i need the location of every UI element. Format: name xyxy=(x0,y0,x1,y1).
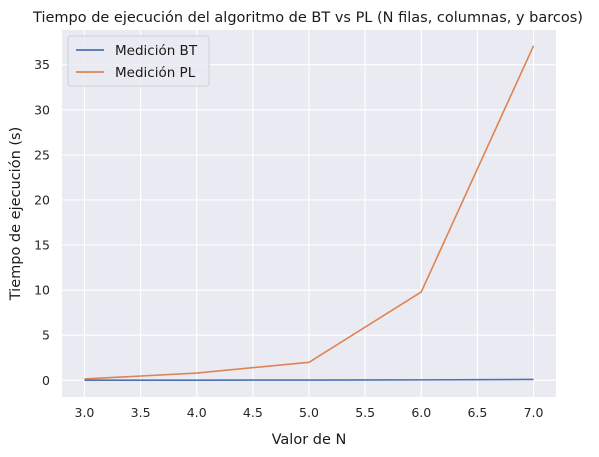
y-tick-label: 20 xyxy=(34,192,50,207)
x-tick-label: 4.5 xyxy=(243,405,263,420)
x-tick-label: 3.5 xyxy=(131,405,151,420)
y-tick-label: 30 xyxy=(34,102,50,117)
y-axis-label: Tiempo de ejecución (s) xyxy=(8,127,24,301)
y-tick-label: 15 xyxy=(34,238,50,253)
y-tick-label: 0 xyxy=(42,373,50,388)
x-tick-label: 3.0 xyxy=(75,405,95,420)
legend-label-2: Medición PL xyxy=(115,65,196,81)
series-line-2 xyxy=(84,45,535,380)
y-axis-ticks: 0 5 10 15 20 25 30 35 xyxy=(34,57,50,388)
y-tick-label: 35 xyxy=(34,57,50,72)
legend-label-1: Medición BT xyxy=(115,43,198,59)
x-tick-label: 5.0 xyxy=(299,405,319,420)
legend: Medición BT Medición PL xyxy=(67,35,210,87)
y-tick-label: 5 xyxy=(42,328,50,343)
y-tick-label: 25 xyxy=(34,147,50,162)
x-tick-label: 5.5 xyxy=(355,405,375,420)
series-line-1 xyxy=(84,378,534,382)
x-tick-label: 6.5 xyxy=(467,405,487,420)
x-axis-label: Valor de N xyxy=(272,432,347,448)
series-layer xyxy=(84,45,535,382)
x-axis-ticks: 3.0 3.5 4.0 4.5 5.0 5.5 6.0 6.5 7.0 xyxy=(75,405,544,420)
y-tick-label: 10 xyxy=(34,283,50,298)
chart-title: Tiempo de ejecución del algoritmo de BT … xyxy=(32,10,583,26)
x-tick-label: 6.0 xyxy=(411,405,431,420)
legend-box xyxy=(67,35,210,87)
x-tick-label: 7.0 xyxy=(524,405,544,420)
x-tick-label: 4.0 xyxy=(187,405,207,420)
